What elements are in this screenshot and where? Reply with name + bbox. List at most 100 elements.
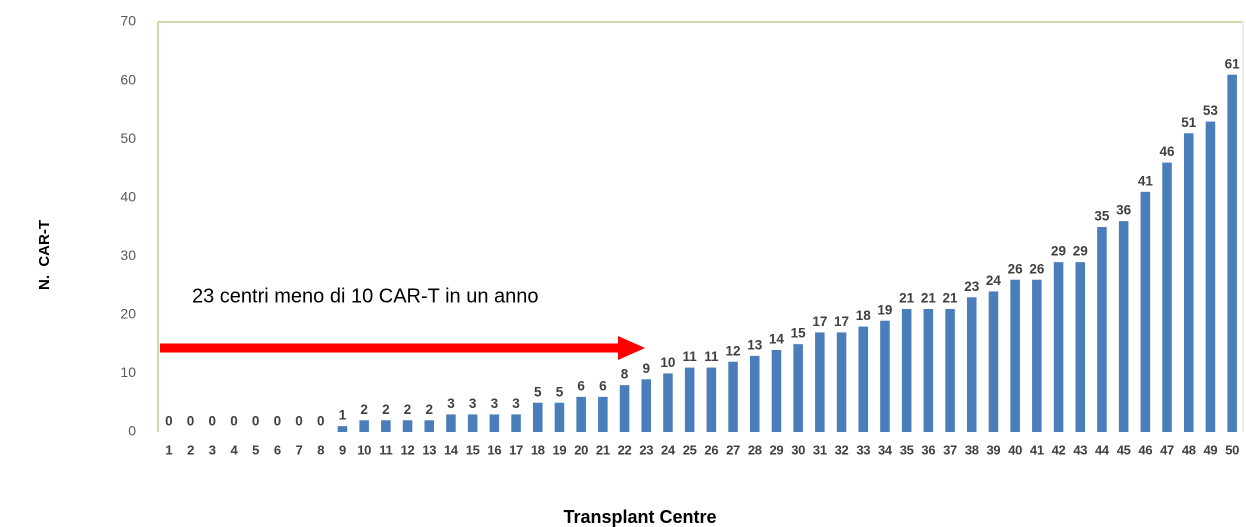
data-label: 8 (621, 367, 629, 382)
data-label: 17 (834, 314, 849, 329)
x-tick-label: 7 (296, 442, 303, 457)
x-tick-label: 33 (856, 442, 870, 457)
data-label: 2 (382, 402, 390, 417)
data-label: 23 (964, 279, 980, 294)
data-label: 0 (208, 414, 216, 429)
bar (467, 414, 478, 432)
x-tick-label: 8 (317, 442, 324, 457)
bar (901, 309, 912, 432)
bar (511, 414, 521, 432)
x-tick-label: 5 (252, 442, 259, 457)
data-label: 10 (660, 355, 675, 370)
data-label: 1 (339, 408, 347, 423)
bar (359, 420, 369, 432)
y-tick-label: 70 (120, 13, 136, 29)
bar (836, 332, 847, 432)
x-tick-label: 48 (1182, 442, 1196, 457)
bar (641, 379, 652, 432)
x-tick-label: 42 (1052, 442, 1066, 457)
bar (988, 291, 999, 432)
data-label: 14 (769, 332, 785, 347)
x-tick-label: 26 (704, 442, 718, 457)
x-tick-label: 36 (921, 442, 935, 457)
x-tick-label: 2 (187, 442, 194, 457)
data-label: 36 (1116, 203, 1132, 218)
x-tick-label: 3 (209, 442, 216, 457)
data-label: 29 (1073, 244, 1088, 259)
x-tick-label: 4 (230, 442, 238, 457)
data-label: 0 (274, 414, 282, 429)
data-label: 0 (295, 414, 303, 429)
y-tick-label: 10 (120, 364, 136, 380)
x-tick-label: 14 (444, 442, 459, 457)
bar (663, 373, 673, 432)
data-label: 0 (252, 414, 260, 429)
x-tick-label: 20 (574, 442, 588, 457)
x-tick-label: 6 (274, 442, 281, 457)
x-tick-label: 21 (596, 442, 610, 457)
bar (749, 355, 760, 432)
bar (923, 309, 934, 432)
data-label: 51 (1181, 115, 1197, 130)
x-tick-label: 15 (466, 442, 480, 457)
data-label: 3 (469, 396, 477, 411)
bar (576, 396, 586, 432)
x-tick-label: 31 (813, 442, 827, 457)
x-tick-label: 34 (878, 442, 893, 457)
x-tick-label: 49 (1204, 442, 1218, 457)
bar (793, 344, 803, 432)
x-tick-label: 24 (661, 442, 676, 457)
x-tick-label: 17 (509, 442, 523, 457)
x-tick-label: 22 (618, 442, 632, 457)
annotation: 23 centri meno di 10 CAR-T in un anno (192, 285, 539, 307)
bar (402, 420, 413, 432)
data-label: 24 (986, 273, 1002, 288)
x-tick-label: 30 (791, 442, 805, 457)
data-label: 13 (747, 337, 763, 352)
bar (1118, 221, 1129, 432)
data-label: 0 (165, 414, 173, 429)
data-label: 17 (812, 314, 827, 329)
x-axis-title: Transplant Centre (563, 507, 716, 527)
data-label: 3 (512, 396, 520, 411)
x-tick-label: 35 (900, 442, 914, 457)
x-tick-label: 1 (165, 442, 172, 457)
data-label: 12 (726, 343, 741, 358)
y-tick-label: 60 (120, 71, 136, 87)
data-label: 11 (704, 349, 719, 364)
data-label: 26 (1008, 261, 1024, 276)
x-tick-label: 44 (1095, 442, 1110, 457)
data-label: 2 (404, 402, 412, 417)
data-label: 19 (877, 302, 892, 317)
x-tick-label: 12 (401, 442, 415, 457)
arrow-head (618, 336, 645, 360)
y-tick-label: 20 (120, 306, 136, 322)
data-label: 11 (683, 349, 698, 364)
data-label: 5 (534, 384, 542, 399)
x-tick-label: 10 (357, 442, 371, 457)
bar (966, 297, 977, 432)
bar (1032, 279, 1042, 432)
x-tick-label: 16 (487, 442, 501, 457)
bar (706, 367, 717, 432)
bar (446, 414, 456, 432)
x-tick-label: 29 (770, 442, 784, 457)
y-tick-label: 40 (120, 188, 136, 204)
x-tick-label: 37 (943, 442, 957, 457)
data-label: 41 (1138, 173, 1154, 188)
bar (771, 350, 782, 432)
data-label: 0 (317, 414, 325, 429)
x-tick-label: 50 (1225, 442, 1239, 457)
data-label: 26 (1029, 261, 1045, 276)
bar (619, 385, 630, 432)
x-tick-label: 11 (379, 442, 392, 457)
bar (1097, 227, 1107, 432)
data-label: 0 (187, 414, 195, 429)
data-label: 3 (491, 396, 499, 411)
data-label: 15 (791, 326, 807, 341)
x-tick-label: 43 (1073, 442, 1087, 457)
x-tick-label: 28 (748, 442, 762, 457)
data-label: 29 (1051, 244, 1066, 259)
bar (1053, 262, 1064, 432)
